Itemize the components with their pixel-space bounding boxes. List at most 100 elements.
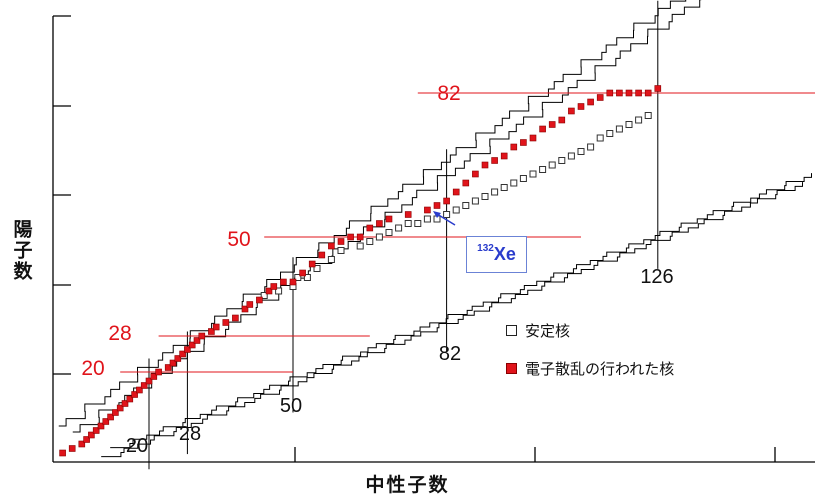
scattered-nuclei	[59, 85, 662, 457]
open-square-icon	[506, 324, 517, 336]
callout-mass: 132	[477, 243, 494, 254]
scattered-nucleus-point	[318, 251, 326, 259]
scattered-nucleus-point	[179, 350, 186, 358]
scattered-nucleus-point	[654, 85, 662, 92]
stable-nucleus-point	[519, 175, 527, 182]
scattered-nucleus-point	[404, 211, 412, 218]
stable-nucleus-point	[644, 112, 652, 119]
stable-nucleus-point	[303, 274, 311, 281]
scattered-nucleus-point	[270, 283, 278, 290]
stable-nucleus-point	[491, 188, 499, 196]
stable-nucleus-point	[615, 125, 623, 133]
proton-magic-label: 50	[227, 228, 250, 251]
scattered-nucleus-point	[510, 143, 518, 151]
scattered-nucleus-point	[596, 94, 604, 101]
scattered-nucleus-point	[116, 404, 124, 412]
stable-nucleus-point	[452, 206, 460, 214]
scattered-nucleus-point	[83, 436, 90, 443]
scattered-nucleus-point	[121, 400, 129, 407]
scattered-nucleus-point	[356, 233, 364, 241]
scattered-nucleus-point	[97, 422, 105, 430]
stable-nucleus-point	[471, 197, 479, 205]
neutron-magic-label: 50	[280, 395, 302, 417]
stable-nucleus-point	[500, 184, 508, 191]
scattered-nucleus-point	[174, 355, 182, 362]
scattered-nucleus-point	[150, 373, 158, 380]
stable-nucleus-point	[462, 202, 470, 209]
scattered-nucleus-point	[616, 89, 623, 97]
scattered-nucleus-point	[529, 134, 537, 142]
proton-magic-label: 28	[108, 322, 131, 345]
scattered-nucleus-point	[102, 418, 110, 425]
scattered-nucleus-point	[265, 287, 273, 295]
scattered-nucleus-point	[472, 170, 479, 178]
neutron-drip-outline	[101, 182, 804, 458]
stable-nucleus-point	[481, 193, 489, 200]
scattered-nucleus-point	[198, 332, 206, 340]
stable-nuclei	[260, 112, 652, 299]
scattered-nucleus-point	[548, 121, 556, 128]
neutron-magic-label: 20	[126, 435, 148, 457]
proton-magic-label: 82	[437, 82, 460, 105]
scattered-nucleus-point	[366, 224, 374, 232]
scattered-nucleus-point	[347, 233, 354, 241]
scattered-nucleus-point	[308, 260, 316, 268]
stable-nucleus-point	[260, 292, 268, 299]
neutron-drip-outline-inner	[110, 173, 813, 449]
stable-nucleus-point	[587, 143, 595, 151]
stable-nucleus-point	[313, 265, 321, 272]
proton-drip-outline	[58, 0, 687, 427]
scattered-nucleus-point	[577, 103, 585, 110]
scattered-nucleus-point	[126, 395, 134, 403]
stable-nucleus-point	[558, 157, 566, 164]
scattered-nucleus-point	[241, 305, 249, 313]
stable-nucleus-point	[395, 224, 403, 232]
scattered-nucleus-point	[452, 188, 460, 196]
scattered-nucleus-point	[385, 215, 393, 223]
scattered-nucleus-point	[606, 89, 614, 97]
scattered-nucleus-point	[112, 409, 119, 416]
magic-lines	[120, 0, 815, 470]
scattered-nucleus-point	[68, 445, 76, 452]
scattered-nucleus-point	[299, 269, 306, 277]
stable-nucleus-point	[366, 238, 374, 245]
stable-nucleus-point	[567, 152, 575, 160]
callout-symbol: Xe	[493, 244, 516, 264]
scattered-nucleus-point	[443, 197, 450, 205]
scattered-nucleus-point	[140, 382, 148, 389]
scattered-nucleus-point	[376, 220, 383, 227]
stable-nucleus-point	[539, 166, 547, 173]
stable-nucleus-point	[548, 161, 556, 169]
scattered-nucleus-point	[212, 323, 220, 331]
scattered-nucleus-point	[136, 386, 143, 394]
legend-item-scattered: 電子散乱の行われた核	[506, 356, 674, 380]
stable-nucleus-point	[635, 116, 643, 124]
scattered-nucleus-point	[328, 242, 335, 250]
legend-label-scattered: 電子散乱の行われた核	[525, 359, 675, 378]
scattered-nucleus-point	[246, 301, 254, 308]
proton-magic-label: 20	[81, 357, 104, 380]
neutron-magic-label: 28	[179, 423, 201, 445]
scattered-nucleus-point	[131, 391, 138, 398]
scattered-nucleus-point	[644, 89, 652, 97]
scattered-nucleus-point	[88, 431, 95, 439]
legend-item-stable: 安定核	[506, 318, 674, 342]
scattered-nucleus-point	[155, 368, 162, 376]
axes	[52, 15, 815, 463]
callout-arrowhead	[433, 211, 441, 218]
scattered-nucleus-point	[164, 364, 172, 371]
stable-nucleus-point	[375, 233, 383, 241]
scattered-nucleus-point	[256, 296, 263, 304]
stable-nucleus-point	[423, 215, 431, 223]
scattered-nucleus-point	[188, 341, 196, 349]
y-axis-label: 陽子数	[10, 218, 33, 282]
stable-nucleus-point	[327, 256, 335, 263]
scattered-nucleus-point	[539, 125, 546, 133]
stable-nucleus-point	[529, 170, 537, 178]
scattered-nucleus-point	[568, 107, 575, 115]
legend-label-stable: 安定核	[525, 321, 571, 340]
x-axis-label: 中性子数	[365, 474, 450, 496]
callout-arrow	[436, 213, 456, 226]
stable-nucleus-point	[294, 274, 302, 281]
